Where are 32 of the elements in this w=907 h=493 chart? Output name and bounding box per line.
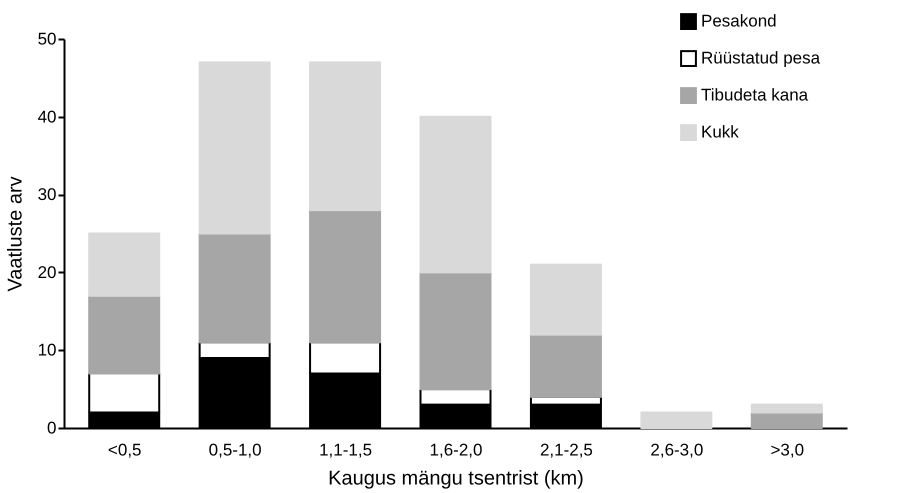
y-tick-label: 50: [38, 30, 56, 48]
bar: [309, 61, 382, 212]
x-tick-label: 1,6-2,0: [430, 440, 482, 460]
bar: [198, 61, 271, 234]
bar: [640, 411, 712, 429]
bar: [420, 116, 492, 274]
legend-label: Tibudeta kana: [701, 86, 809, 105]
y-axis-title: Vaatluste arv: [4, 176, 27, 292]
bar: [750, 411, 823, 429]
x-tick-label: 0,5-1,0: [208, 440, 262, 460]
legend-label: Kukk: [701, 122, 740, 142]
y-tick-label: 0: [47, 418, 56, 438]
x-tick-label: 1,1-1,5: [319, 440, 372, 460]
bar: [530, 334, 602, 398]
y-tick-label: 30: [38, 185, 56, 204]
y-tick-label: 10: [38, 340, 56, 360]
x-tick-label: 2,1-2,5: [540, 440, 593, 460]
bar: [309, 209, 382, 344]
x-tick-label: 2,6-3,0: [650, 440, 704, 460]
bar: [88, 232, 160, 297]
bar: [198, 232, 271, 344]
legend-label: Pesakond: [701, 12, 777, 31]
x-axis-title: Kaugus mängu tsentrist (km): [328, 468, 584, 490]
x-tick-label: >3,0: [770, 440, 804, 460]
y-tick-label: 20: [38, 262, 56, 282]
bar: [420, 271, 492, 390]
x-tick-label: <0,5: [108, 440, 142, 460]
legend-label: Rüüstatud pesa: [701, 48, 821, 68]
y-tick-label: 40: [38, 107, 56, 126]
bar: [88, 294, 160, 375]
bar: [530, 264, 602, 336]
bar: [750, 404, 823, 414]
